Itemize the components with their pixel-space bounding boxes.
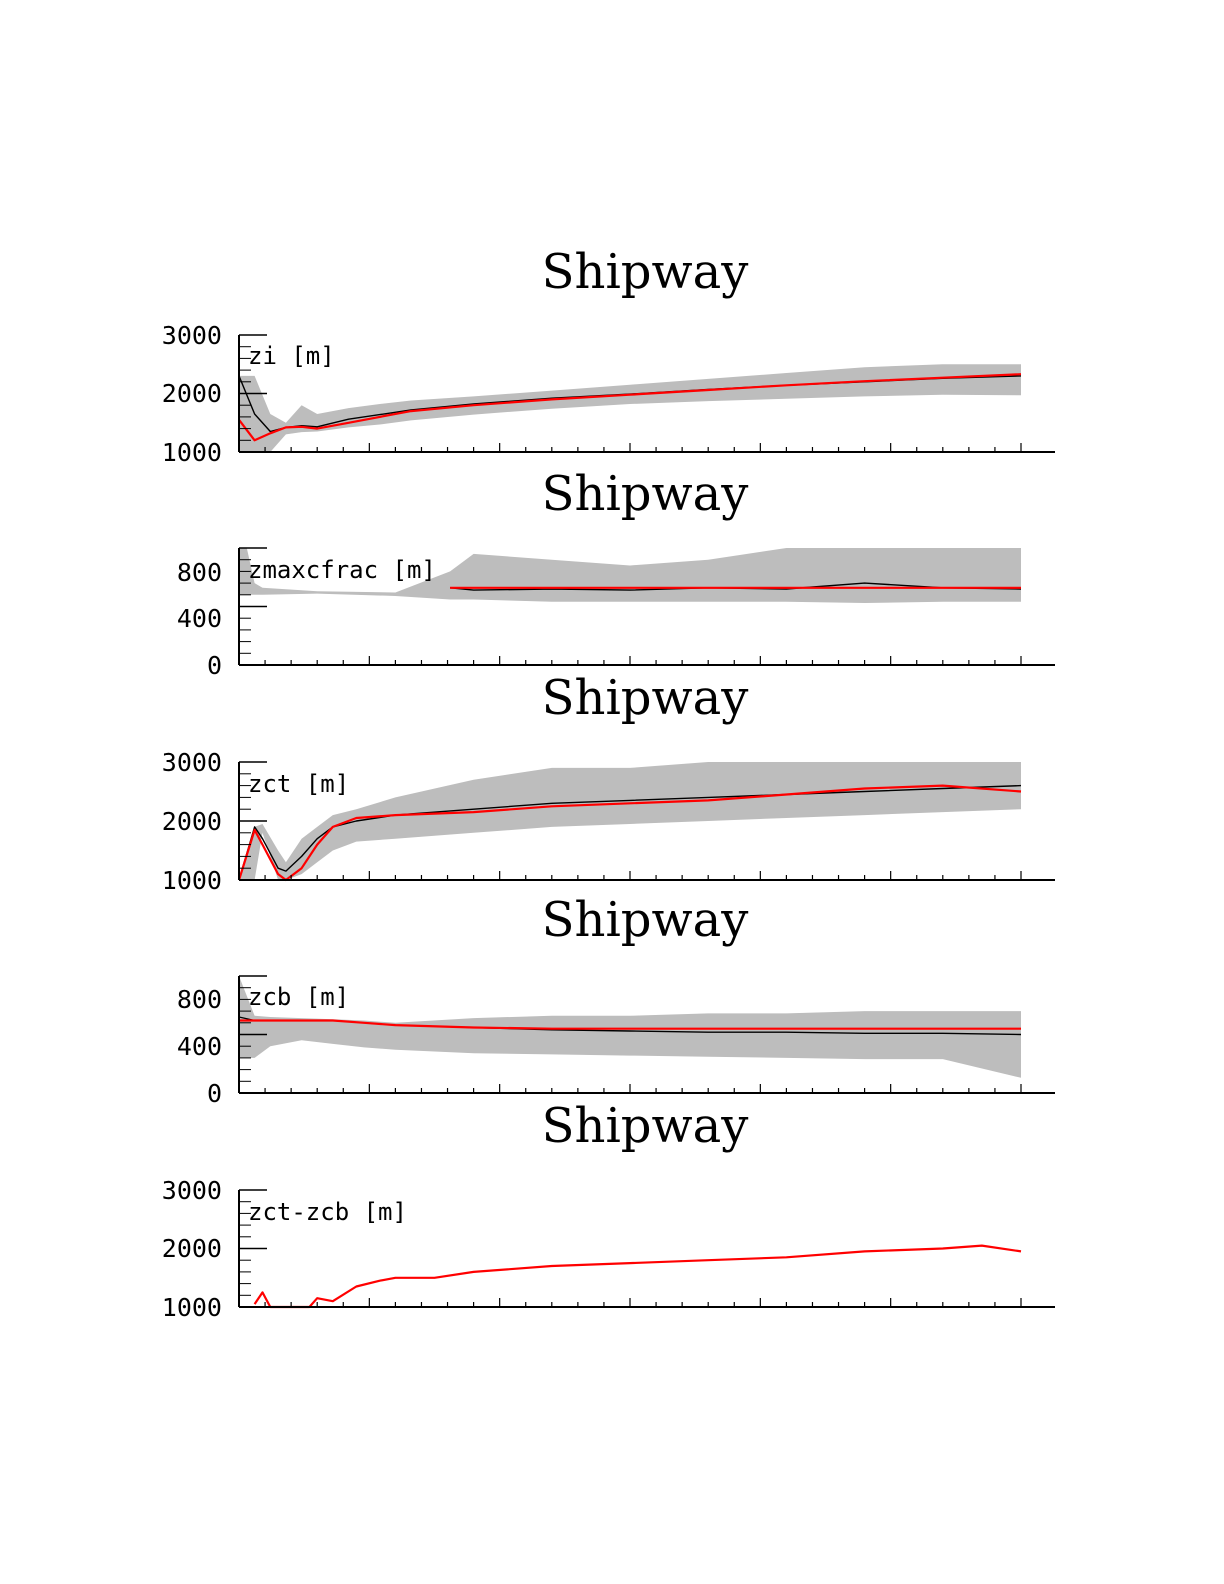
zcb-y-label: zcb [m] (248, 983, 349, 1011)
panel-zct-zcb-title: Shipway (542, 1098, 749, 1154)
zct-zcb-y-label: zct-zcb [m] (248, 1198, 407, 1226)
zct-zcb-tick-bottom: 1000 (162, 1293, 222, 1322)
zcb-tick-top: 800 (177, 985, 222, 1014)
panel-zmaxcfrac-title: Shipway (542, 466, 749, 522)
panel-zmaxcfrac: Shipway 800 400 0 zmaxcfrac [m] (177, 466, 1055, 680)
zcb-tick-mid: 400 (177, 1032, 222, 1061)
zcb-tick-bottom: 0 (207, 1079, 222, 1108)
panel-zct-title: Shipway (542, 670, 749, 726)
panel-zi-title: Shipway (542, 244, 749, 300)
zct-tick-mid: 2000 (162, 807, 222, 836)
zi-tick-bottom: 1000 (162, 438, 222, 467)
zmaxcfrac-y-label: zmaxcfrac [m] (248, 556, 436, 584)
zcb-envelope (239, 976, 1021, 1078)
panel-zcb-title: Shipway (542, 892, 749, 948)
zct-zcb-tick-top: 3000 (162, 1176, 222, 1205)
zi-y-label: zi [m] (248, 342, 335, 370)
zmaxcfrac-tick-mid: 400 (177, 604, 222, 633)
zct-zcb-tick-mid: 2000 (162, 1234, 222, 1263)
zmaxcfrac-envelope (239, 548, 1021, 603)
zi-tick-mid: 2000 (162, 379, 222, 408)
zct-tick-bottom: 1000 (162, 866, 222, 895)
zct-y-label: zct [m] (248, 770, 349, 798)
zi-envelope (239, 364, 1021, 452)
panel-zct: Shipway 3000 2000 1000 zct [m] (162, 670, 1055, 895)
zi-tick-top: 3000 (162, 321, 222, 350)
panel-zi: Shipway 3000 2000 1000 zi [m] (162, 244, 1055, 467)
panel-zct-zcb: Shipway 3000 2000 1000 zct-zcb [m] (162, 1098, 1055, 1322)
zmaxcfrac-tick-bottom: 0 (207, 651, 222, 680)
zct-series-red-line (237, 784, 1022, 882)
zct-tick-top: 3000 (162, 748, 222, 777)
zct-zcb-series-red-line (253, 1244, 1022, 1309)
zi-series-red-line (238, 373, 1022, 442)
zcb-series-red-line (239, 1019, 1021, 1030)
panel-zcb: Shipway 800 400 0 zcb [m] (177, 892, 1055, 1108)
zmaxcfrac-tick-top: 800 (177, 558, 222, 587)
